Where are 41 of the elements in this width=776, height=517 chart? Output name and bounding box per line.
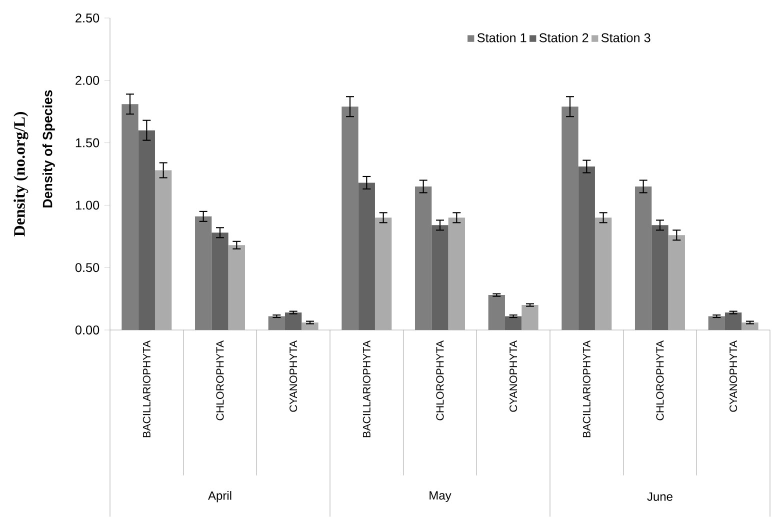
x-tick-label: BACILLARIOPHYTA [582,340,590,438]
x-tick-label: BACILLARIOPHYTA [362,340,370,438]
bar [708,316,725,330]
y-tick-label: 2.50 [76,14,100,22]
bar [195,216,212,330]
bar [432,225,448,330]
y-tick-label: 1.50 [76,138,100,148]
bar [634,186,652,330]
text: Density of Species [42,90,55,208]
bar [488,295,505,330]
bar [652,225,668,330]
x-tick-label: CHLOROPHYTA [216,340,224,420]
x-tick-label: CYANOPHYTA [510,340,518,412]
x-tick-label: CHLOROPHYTA [436,340,444,420]
y-tick-label: 2.00 [76,76,100,85]
bar [504,316,522,330]
bar [122,104,138,330]
x-tick-label: BACILLARIOPHYTA [142,340,150,438]
x-tick-label: CHLOROPHYTA [656,340,664,420]
y-tick-label: 1.00 [76,200,100,210]
bar [268,316,285,330]
bar [342,106,358,330]
text: May [430,491,452,502]
x-tick-label: CYANOPHYTA [290,340,298,412]
y-tick-label: 0.00 [75,326,100,334]
y-axis-title: Density (no.org/L) [14,112,28,236]
legend-label: Station 1 [477,32,526,42]
legend-label: Station 2 [539,32,588,42]
bar [284,312,302,330]
bar [358,182,375,330]
bar [138,130,156,330]
legend-label: Station 3 [601,32,650,42]
bar [212,232,228,330]
bar [414,186,432,330]
bar [724,312,742,330]
text: June [647,492,672,501]
x-tick-label: CYANOPHYTA [730,340,738,412]
bar [578,166,595,330]
text: April [208,491,232,502]
bar [562,106,578,330]
y-tick-label: 0.50 [75,263,100,272]
